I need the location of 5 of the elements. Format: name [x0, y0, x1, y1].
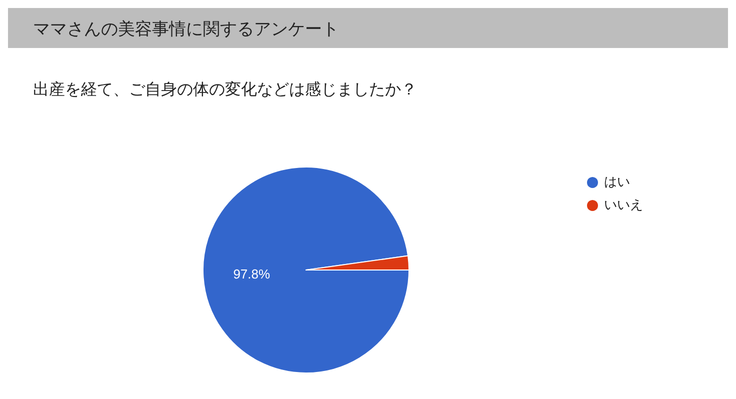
chart-title: ママさんの美容事情に関するアンケート [33, 20, 339, 40]
legend-label: いいえ [604, 198, 643, 213]
data-label: 97.8% [233, 266, 270, 282]
legend-label: はい [604, 175, 630, 190]
chart-subtitle: 出産を経て、ご自身の体の変化などは感じましたか？ [33, 80, 417, 98]
